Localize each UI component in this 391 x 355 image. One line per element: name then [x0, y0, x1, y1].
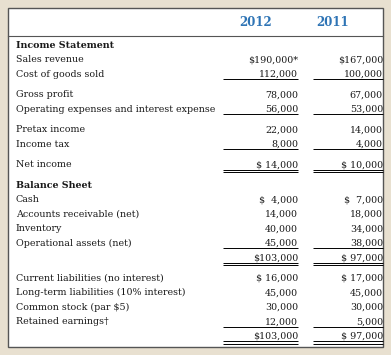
Text: 38,000: 38,000: [350, 239, 383, 248]
Text: 53,000: 53,000: [350, 105, 383, 114]
Text: Sales revenue: Sales revenue: [16, 55, 84, 64]
Text: Common stock (par $5): Common stock (par $5): [16, 303, 129, 312]
Text: Inventory: Inventory: [16, 224, 63, 233]
Text: $ 10,000: $ 10,000: [341, 160, 383, 169]
Text: Balance Sheet: Balance Sheet: [16, 181, 92, 190]
Text: $  7,000: $ 7,000: [344, 195, 383, 204]
Text: 100,000: 100,000: [344, 70, 383, 79]
Text: 22,000: 22,000: [265, 125, 298, 134]
Text: $103,000: $103,000: [253, 332, 298, 341]
Text: 56,000: 56,000: [265, 105, 298, 114]
Text: 45,000: 45,000: [265, 239, 298, 248]
Text: Accounts receivable (net): Accounts receivable (net): [16, 210, 139, 219]
Text: 30,000: 30,000: [350, 303, 383, 312]
Text: 18,000: 18,000: [350, 210, 383, 219]
Text: $  4,000: $ 4,000: [259, 195, 298, 204]
Text: Cost of goods sold: Cost of goods sold: [16, 70, 104, 79]
Text: $167,000: $167,000: [338, 55, 383, 64]
Text: 34,000: 34,000: [350, 224, 383, 233]
Text: Income Statement: Income Statement: [16, 41, 114, 50]
Text: 112,000: 112,000: [259, 70, 298, 79]
Text: $ 97,000: $ 97,000: [341, 253, 383, 262]
Text: 45,000: 45,000: [265, 288, 298, 297]
Text: $ 17,000: $ 17,000: [341, 274, 383, 283]
Text: $ 97,000: $ 97,000: [341, 332, 383, 341]
Text: Operating expenses and interest expense: Operating expenses and interest expense: [16, 105, 215, 114]
Text: 14,000: 14,000: [265, 210, 298, 219]
Text: 45,000: 45,000: [350, 288, 383, 297]
Text: 2012: 2012: [240, 16, 273, 28]
Text: Long-term liabilities (10% interest): Long-term liabilities (10% interest): [16, 288, 185, 297]
Text: 4,000: 4,000: [356, 140, 383, 149]
Text: Net income: Net income: [16, 160, 72, 169]
Text: $103,000: $103,000: [253, 253, 298, 262]
Text: 67,000: 67,000: [350, 90, 383, 99]
Text: 14,000: 14,000: [350, 125, 383, 134]
Text: 8,000: 8,000: [271, 140, 298, 149]
Text: Operational assets (net): Operational assets (net): [16, 239, 132, 248]
Text: 40,000: 40,000: [265, 224, 298, 233]
Text: 2011: 2011: [317, 16, 349, 28]
Text: Income tax: Income tax: [16, 140, 69, 149]
Text: 78,000: 78,000: [265, 90, 298, 99]
Text: $ 16,000: $ 16,000: [256, 274, 298, 283]
Text: 12,000: 12,000: [265, 317, 298, 326]
Text: $ 14,000: $ 14,000: [256, 160, 298, 169]
Text: Gross profit: Gross profit: [16, 90, 73, 99]
Text: Pretax income: Pretax income: [16, 125, 85, 134]
Text: 5,000: 5,000: [356, 317, 383, 326]
Text: 30,000: 30,000: [265, 303, 298, 312]
Text: Cash: Cash: [16, 195, 40, 204]
Text: Retained earnings†: Retained earnings†: [16, 317, 109, 326]
Text: Current liabilities (no interest): Current liabilities (no interest): [16, 274, 164, 283]
Text: $190,000*: $190,000*: [248, 55, 298, 64]
